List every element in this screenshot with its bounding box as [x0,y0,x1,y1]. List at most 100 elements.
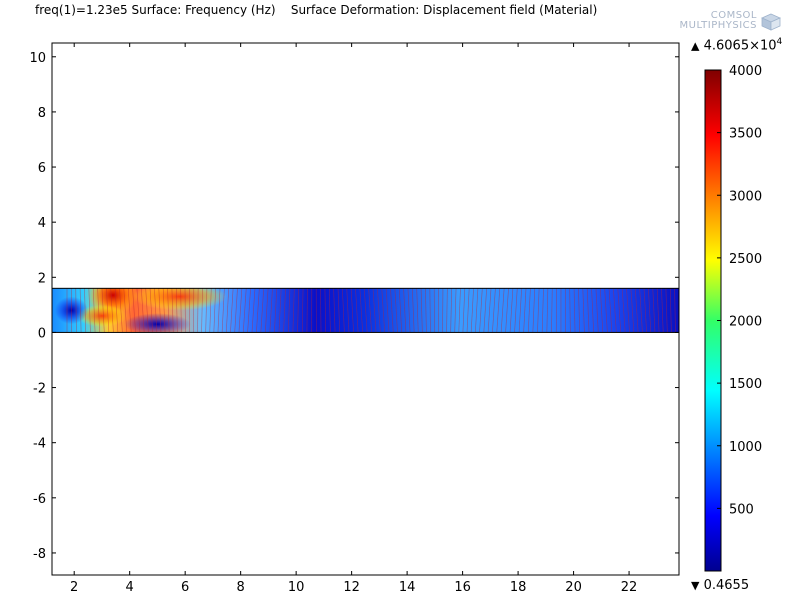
deformation-line [403,288,407,333]
x-tick-label: 20 [565,580,582,595]
deformation-line [634,288,639,333]
deformation-line [541,288,544,333]
deformation-line [656,288,660,333]
deformation-line [101,288,105,333]
deformation-line [600,288,604,333]
colorbar-tick-label: 3500 [729,127,762,142]
deformation-line [578,288,581,333]
deformation-line [385,288,390,333]
plot-title: freq(1)=1.23e5 Surface: Frequency (Hz) S… [35,3,598,17]
y-tick-label: 8 [38,106,46,121]
deformation-line [551,288,553,333]
deformation-line [92,288,96,333]
deformation-line [532,288,536,333]
deformation-line [674,288,676,333]
deformation-line [251,288,256,333]
deformation-line [328,288,331,333]
deformation-line [665,288,668,333]
deformation-line [470,288,474,333]
x-tick-label: 12 [343,580,360,595]
deformation-line [265,288,269,333]
deformation-line [297,288,299,333]
deformation-line [518,288,522,333]
colorbar-tick-label: 2000 [729,315,762,330]
logo-text-line2: MULTIPHYSICS [679,20,757,31]
deformation-line [119,288,123,333]
x-tick-label: 16 [454,580,471,595]
deformation-line [287,288,291,333]
heatmap-domain [52,288,679,333]
down-triangle-icon: ▼ [691,579,700,592]
y-tick-label: 4 [38,216,46,231]
deformation-line [363,288,368,333]
deformation-line [669,288,672,333]
colorbar-max-label: ▲ 4.6065×104 [691,37,782,53]
deformation-lines [66,288,676,333]
colorbar-ticks: 4000 3500 3000 2500 2000 1500 1000 500 [717,64,762,517]
deformation-line [260,288,265,333]
deformation-line [604,288,608,333]
deformation-line [487,288,492,333]
deformation-line [505,288,509,333]
deformation-line [582,288,585,333]
colorbar-max-exponent: 4 [776,37,783,47]
deformation-line [613,288,617,333]
deformation-line [269,288,273,333]
deformation-line [79,288,82,333]
deformation-line [230,288,234,333]
deformation-line [247,288,251,333]
deformation-line [368,288,372,333]
y-tick-label: 6 [38,161,46,176]
deformation-line [621,288,626,333]
y-tick-label: -2 [33,382,46,397]
deformation-line [639,288,643,333]
logo-cube-icon [761,13,781,31]
deformation-line [416,288,419,333]
deformation-line [523,288,527,333]
colorbar-tick-label: 1500 [729,377,762,392]
deformation-line [306,288,308,333]
deformation-line [292,288,295,333]
deformation-line [595,288,599,333]
deformation-line [337,288,341,333]
deformation-line [171,288,174,333]
deformation-line [407,288,411,333]
x-tick-label: 2 [70,580,78,595]
deformation-line [355,288,359,333]
deformation-line [394,288,398,333]
colorbar-tick-label: 1000 [729,440,762,455]
deformation-line [372,288,377,333]
colorbar-tick-label: 4000 [729,64,762,79]
deformation-line [458,288,461,333]
deformation-line [342,288,345,333]
deformation-line [514,288,518,333]
deformation-line [221,288,225,333]
deformation-line [154,288,158,333]
deformation-line [301,288,304,333]
deformation-line [324,288,327,333]
deformation-line [88,288,91,333]
deformation-line [209,288,212,333]
deformation-line [617,288,622,333]
y-tick-label: -4 [33,437,46,452]
x-axis: 2 4 6 8 10 12 14 16 18 20 22 [70,43,637,595]
deformation-line [84,288,87,333]
colorbar-tick-label: 500 [729,502,754,517]
deformation-line [136,288,141,333]
comsol-logo: COMSOL MULTIPHYSICS [668,11,783,33]
deformation-line [167,288,170,333]
deformation-line [429,288,431,333]
deformation-line [225,288,230,333]
deformation-line [573,288,576,333]
deformation-line [591,288,594,333]
deformation-line [648,288,652,333]
x-tick-label: 22 [621,580,638,595]
deformation-line [205,288,208,333]
deformation-line [242,288,247,333]
y-tick-label: 0 [38,326,46,341]
deformation-line [586,288,590,333]
deformation-line [359,288,363,333]
up-triangle-icon: ▲ [691,39,700,53]
deformation-line [123,288,128,333]
